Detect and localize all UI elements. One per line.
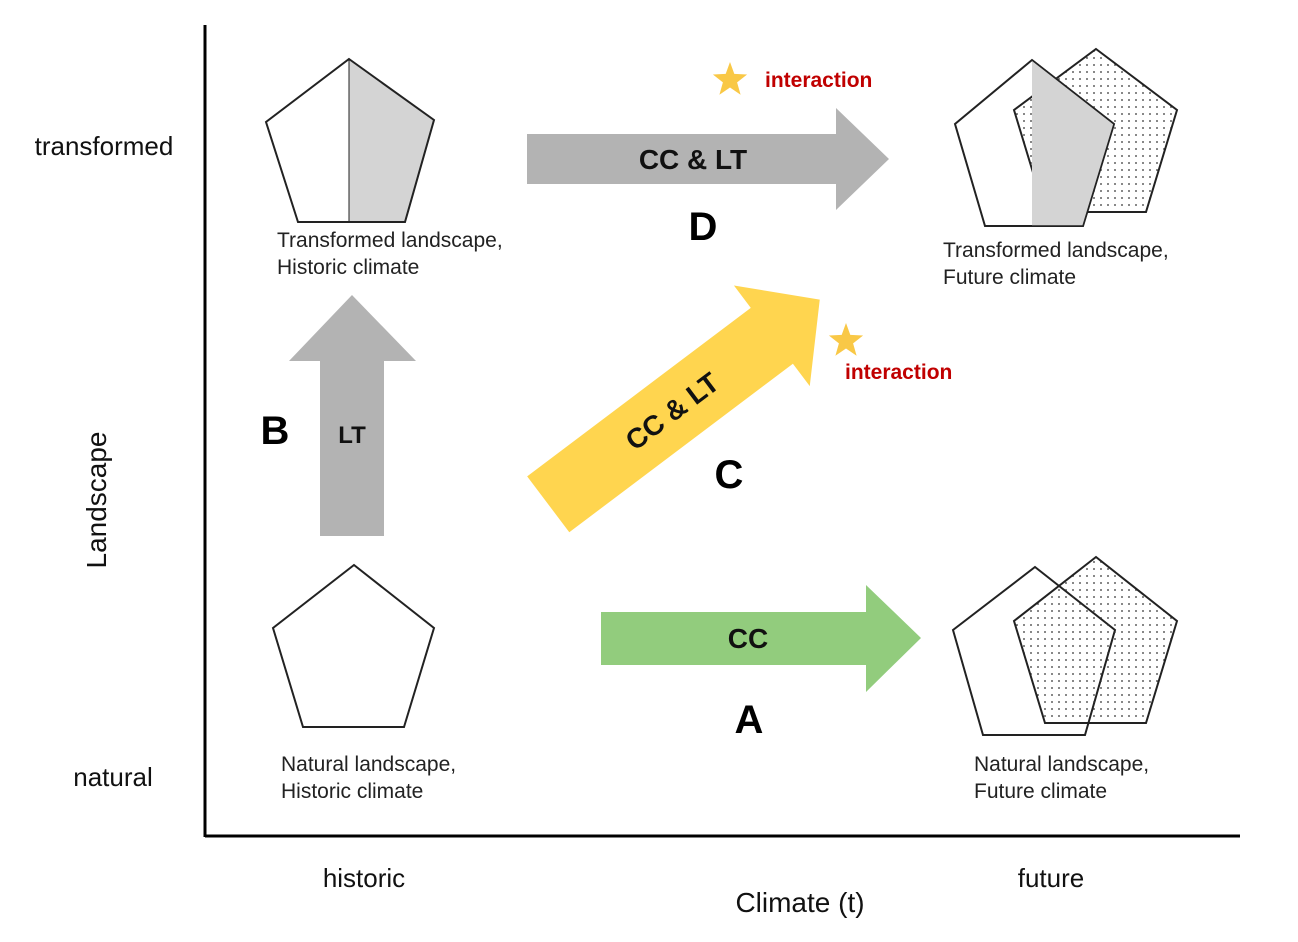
pentagon-outline [264, 57, 436, 223]
arrow-d-letter: D [689, 205, 718, 249]
natural-future-pentagons [951, 555, 1179, 736]
shaded-half [349, 59, 434, 222]
arrow-b [289, 295, 416, 536]
x-tick-historic: historic [323, 863, 405, 893]
star-icon [712, 62, 748, 95]
star-icon [828, 323, 864, 356]
arrow-d-label: CC & LT [639, 144, 747, 175]
shaded-half [1032, 60, 1114, 226]
arrow-c-shape [527, 285, 820, 533]
transformed-future-caption: Transformed landscape, [943, 239, 1169, 262]
shaded-half-outline [1031, 59, 1115, 227]
arrow-b-label: LT [338, 422, 366, 449]
transformed-future-pentagons [953, 47, 1179, 227]
arrow-b-letter: B [261, 409, 290, 453]
transformed-historic-caption: Transformed landscape, [277, 229, 503, 252]
natural-future-caption: Natural landscape, [974, 753, 1149, 776]
natural-historic-caption: Historic climate [281, 780, 423, 803]
interaction-marker-top: interaction [712, 62, 872, 95]
arrow-d [527, 108, 889, 210]
future-range-pentagon [1012, 555, 1179, 724]
x-tick-future: future [1018, 863, 1085, 893]
arrow-c-letter: C [715, 453, 744, 497]
arrow-a [601, 585, 921, 692]
transformed-historic-pentagon [264, 57, 436, 223]
natural-future-caption: Future climate [974, 780, 1107, 803]
interaction-label: interaction [845, 361, 952, 384]
transformed-future-caption: Future climate [943, 266, 1076, 289]
interaction-marker-middle: interaction [828, 323, 952, 384]
y-axis-title: Landscape [81, 431, 112, 568]
transformed-historic-caption: Historic climate [277, 256, 419, 279]
arrow-a-letter: A [735, 698, 764, 742]
interaction-label: interaction [765, 69, 872, 92]
x-axis-title: Climate (t) [735, 887, 864, 918]
natural-historic-pentagon [271, 563, 436, 728]
y-tick-transformed: transformed [35, 131, 174, 161]
arrow-c: CC & LT [527, 285, 820, 533]
arrow-a-label: CC [728, 623, 768, 654]
natural-historic-caption: Natural landscape, [281, 753, 456, 776]
y-tick-natural: natural [73, 762, 153, 792]
